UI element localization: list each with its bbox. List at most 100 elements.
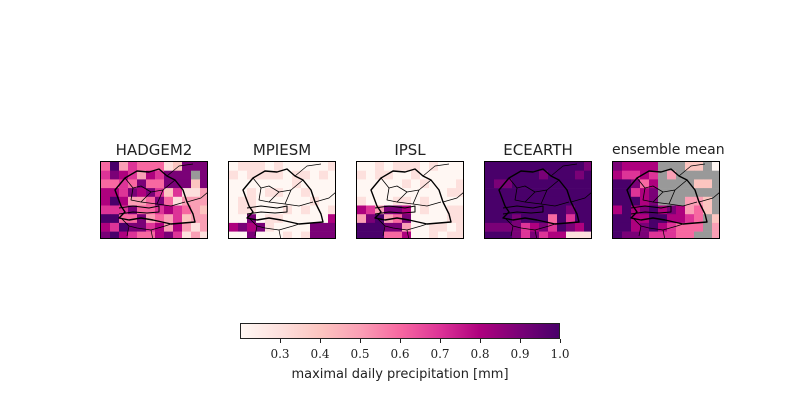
grid-cell bbox=[274, 196, 284, 206]
grid-cell bbox=[649, 205, 659, 215]
grid-cell bbox=[557, 162, 567, 171]
grid-cell bbox=[575, 179, 585, 189]
grid-cell bbox=[631, 231, 641, 238]
grid-cell bbox=[575, 231, 585, 238]
grid-cell bbox=[676, 231, 686, 238]
grid-cell bbox=[283, 214, 293, 224]
grid-cell bbox=[292, 222, 302, 232]
grid-cell bbox=[319, 231, 329, 238]
country-border bbox=[370, 168, 452, 225]
grid-cell bbox=[319, 162, 329, 171]
grid-cell bbox=[256, 205, 266, 215]
grid-cell bbox=[447, 231, 457, 238]
grid-cell bbox=[676, 214, 686, 224]
grid-cell bbox=[238, 205, 248, 215]
grid-cell bbox=[712, 231, 719, 238]
grid-cell bbox=[182, 205, 192, 215]
grid-cell bbox=[247, 179, 257, 189]
grid-cell bbox=[712, 196, 719, 206]
grid-cell bbox=[447, 162, 457, 171]
panel-title: IPSL bbox=[394, 141, 426, 159]
grid-cell bbox=[548, 205, 558, 215]
grid-cell bbox=[155, 205, 165, 215]
grid-cell bbox=[164, 196, 174, 206]
region-border bbox=[396, 189, 442, 207]
grid-cell bbox=[411, 231, 421, 238]
grid-cell bbox=[182, 214, 192, 224]
grid-cell bbox=[393, 188, 403, 198]
map-hadgem2 bbox=[100, 161, 208, 239]
grid-cell bbox=[503, 188, 513, 198]
grid-cell bbox=[119, 188, 129, 198]
panel-title: MPIESM bbox=[252, 141, 312, 159]
grid-cell bbox=[503, 170, 513, 180]
grid-cell bbox=[128, 222, 138, 232]
grid-cell bbox=[128, 188, 138, 198]
grid-cell bbox=[110, 196, 120, 206]
grid-cell bbox=[283, 196, 293, 206]
grid-cell bbox=[402, 196, 412, 206]
grid-cell bbox=[366, 205, 376, 215]
grid-cell bbox=[512, 205, 522, 215]
grid-cell bbox=[420, 162, 430, 171]
grid-cell bbox=[366, 196, 376, 206]
colorbar-tick-mark bbox=[440, 339, 441, 343]
grid-cell bbox=[485, 162, 495, 171]
grid-cell bbox=[375, 222, 385, 232]
grid-cell bbox=[694, 214, 704, 224]
grid-cell bbox=[575, 214, 585, 224]
panel-ecearth: ECEARTH bbox=[484, 140, 592, 240]
grid-cell bbox=[539, 162, 549, 171]
grid-cell bbox=[447, 196, 457, 206]
colorbar-tick-mark bbox=[400, 339, 401, 343]
grid-cell bbox=[283, 170, 293, 180]
grid-cell bbox=[429, 205, 439, 215]
grid-cell bbox=[173, 205, 183, 215]
grid-cell bbox=[530, 196, 540, 206]
grid-cell bbox=[357, 162, 367, 171]
grid-cell bbox=[173, 196, 183, 206]
grid-cell bbox=[640, 222, 650, 232]
colorbar-tick-label: 0.8 bbox=[470, 347, 490, 361]
grid-cell bbox=[521, 188, 531, 198]
grid-cell bbox=[694, 231, 704, 238]
grid-cell bbox=[265, 170, 275, 180]
grid-cell bbox=[119, 196, 129, 206]
grid-cell bbox=[584, 214, 591, 224]
grid-cell bbox=[658, 222, 668, 232]
grid-cell bbox=[447, 222, 457, 232]
grid-cell bbox=[110, 231, 120, 238]
grid-cell bbox=[584, 170, 591, 180]
grid-cell bbox=[411, 170, 421, 180]
grid-cell bbox=[164, 188, 174, 198]
grid-cell bbox=[229, 188, 239, 198]
grid-cell bbox=[128, 231, 138, 238]
grid-cell bbox=[375, 170, 385, 180]
grid-cell bbox=[265, 231, 275, 238]
colorbar-tick-label: 0.5 bbox=[350, 347, 370, 361]
grid-cell bbox=[485, 170, 495, 180]
grid-cell bbox=[530, 162, 540, 171]
grid-cell bbox=[622, 188, 632, 198]
grid-cell bbox=[375, 196, 385, 206]
map-ensemble-mean bbox=[612, 161, 720, 239]
grid-cell bbox=[265, 205, 275, 215]
grid-cell bbox=[310, 214, 320, 224]
grid-cell bbox=[485, 205, 495, 215]
grid-cell bbox=[667, 188, 677, 198]
grid-cell bbox=[485, 179, 495, 189]
grid-cell bbox=[319, 214, 329, 224]
grid-cell bbox=[447, 170, 457, 180]
grid-cell bbox=[649, 222, 659, 232]
grid-cell bbox=[128, 170, 138, 180]
grid-cell bbox=[494, 188, 504, 198]
grid-cell bbox=[393, 179, 403, 189]
grid-cell bbox=[658, 170, 668, 180]
grid-cell bbox=[622, 196, 632, 206]
grid-cell bbox=[530, 214, 540, 224]
grid-cell bbox=[658, 205, 668, 215]
grid-cell bbox=[694, 188, 704, 198]
grid-cell bbox=[393, 222, 403, 232]
grid-cell bbox=[456, 214, 463, 224]
grid-cell bbox=[292, 214, 302, 224]
